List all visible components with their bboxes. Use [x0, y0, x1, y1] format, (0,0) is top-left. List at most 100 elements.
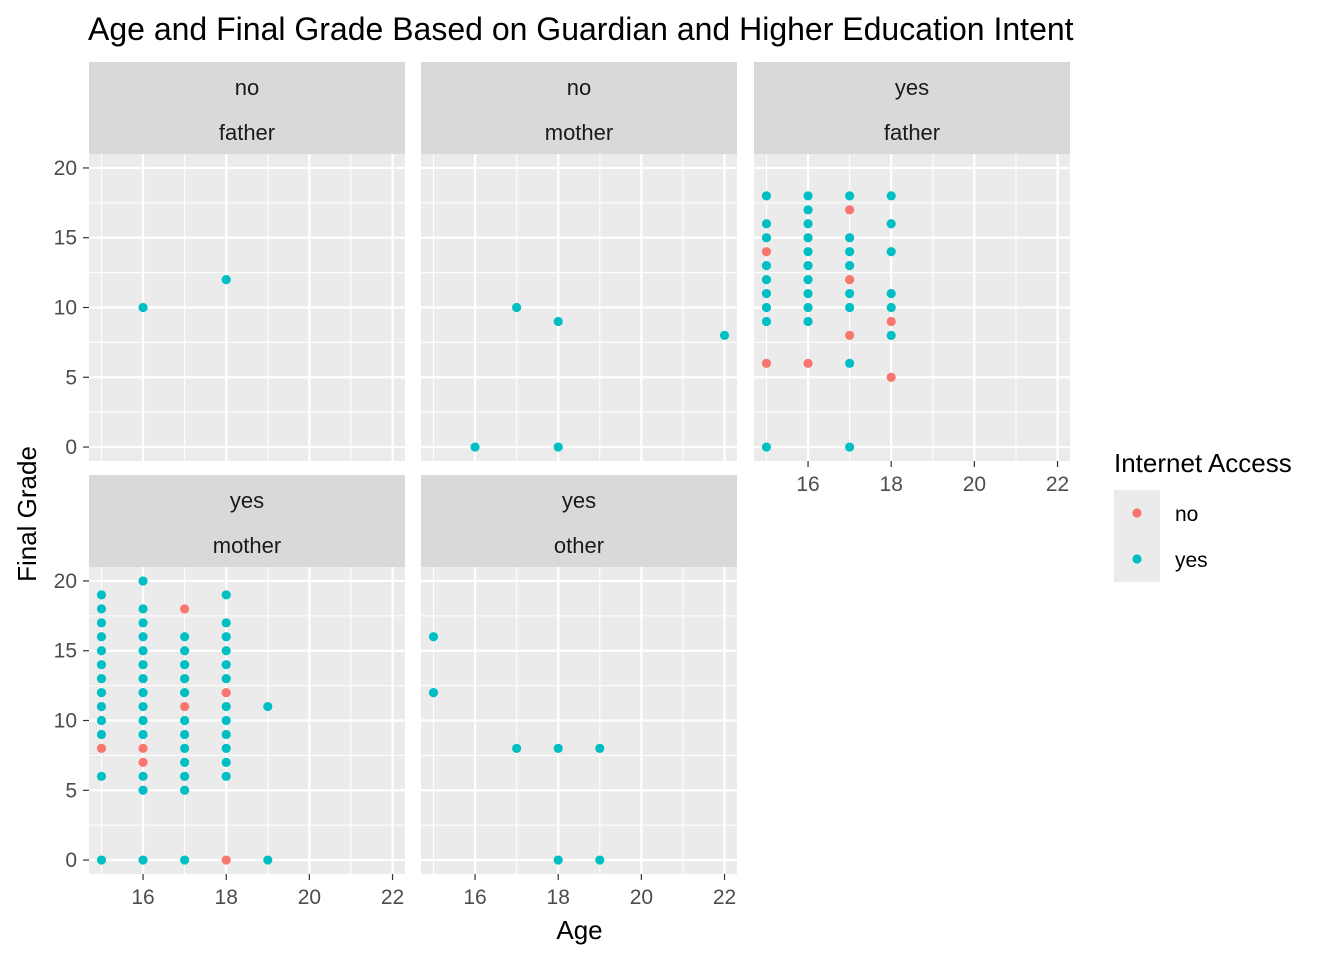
data-point — [803, 191, 813, 201]
data-point — [221, 590, 231, 600]
facet-strip-label: mother — [545, 120, 613, 145]
x-tick-label: 16 — [463, 886, 486, 909]
y-tick-label: 5 — [65, 366, 77, 389]
facet-strip — [754, 62, 1070, 154]
y-tick-label: 0 — [65, 436, 77, 459]
data-point — [761, 247, 772, 257]
data-point — [761, 274, 772, 285]
legend-label: no — [1175, 503, 1198, 526]
data-point — [221, 646, 231, 656]
facet-strip-label: other — [554, 533, 604, 558]
data-point — [138, 618, 148, 628]
data-point — [180, 743, 190, 754]
data-point — [138, 632, 148, 642]
chart-title: Age and Final Grade Based on Guardian an… — [88, 11, 1074, 47]
legend-title: Internet Access — [1114, 448, 1292, 478]
data-point — [96, 771, 107, 781]
data-point — [845, 302, 855, 313]
y-tick-label: 10 — [54, 297, 77, 320]
data-point — [803, 219, 813, 229]
data-point — [180, 715, 190, 726]
facet-strip-label: no — [567, 75, 591, 100]
data-point — [221, 743, 231, 754]
facet-strip-label: yes — [895, 75, 929, 100]
data-point — [96, 674, 107, 684]
data-point — [263, 701, 273, 712]
data-point — [180, 632, 190, 642]
data-point — [761, 316, 772, 327]
data-point — [761, 442, 772, 452]
data-point — [553, 316, 563, 327]
data-point — [886, 191, 896, 201]
data-point — [761, 261, 772, 271]
data-point — [803, 274, 813, 285]
data-point — [138, 855, 148, 865]
facet-strip-label: father — [219, 120, 275, 145]
data-point — [845, 247, 855, 257]
data-point — [512, 743, 522, 754]
data-point — [761, 233, 772, 243]
data-point — [553, 743, 563, 754]
facet-panel: yes mother — [89, 475, 405, 874]
x-tick-label: 18 — [880, 473, 903, 496]
data-point — [138, 660, 148, 670]
facet-strip — [421, 62, 737, 154]
x-tick-label: 18 — [215, 886, 238, 909]
data-point — [595, 743, 605, 754]
data-point — [138, 701, 148, 712]
x-tick-label: 22 — [1046, 473, 1069, 496]
data-point — [96, 632, 107, 642]
legend-label: yes — [1175, 549, 1208, 572]
data-point — [180, 757, 190, 767]
data-point — [428, 687, 439, 698]
data-point — [180, 785, 190, 795]
facet-strip — [421, 475, 737, 567]
data-point — [428, 632, 439, 642]
x-tick-label: 20 — [298, 886, 321, 909]
data-point — [512, 302, 522, 313]
data-point — [96, 743, 107, 754]
data-point — [96, 687, 107, 698]
x-tick-label: 20 — [630, 886, 653, 909]
data-point — [470, 442, 480, 452]
y-tick-label: 20 — [54, 157, 77, 180]
facet-strip — [89, 62, 405, 154]
data-point — [886, 330, 896, 341]
data-point — [138, 604, 148, 614]
data-point — [845, 288, 855, 299]
x-axis-title: Age — [556, 915, 602, 945]
facet-panel: yes father — [754, 62, 1070, 461]
data-point — [595, 855, 605, 865]
legend-key-point — [1132, 554, 1142, 564]
data-point — [761, 191, 772, 201]
y-tick-label: 5 — [65, 779, 77, 802]
y-tick-label: 15 — [54, 640, 77, 663]
data-point — [221, 757, 231, 767]
data-point — [761, 358, 772, 368]
data-point — [96, 660, 107, 670]
data-point — [221, 855, 231, 865]
data-point — [180, 687, 190, 698]
data-point — [845, 233, 855, 243]
y-tick-label: 0 — [65, 849, 77, 872]
y-axis-title: Final Grade — [12, 446, 42, 582]
x-tick-label: 16 — [131, 886, 154, 909]
data-point — [96, 729, 107, 740]
legend: Internet Access no yes — [1114, 448, 1292, 582]
data-point — [845, 330, 855, 341]
data-point — [138, 743, 148, 754]
data-point — [221, 715, 231, 726]
y-tick-label: 20 — [54, 570, 77, 593]
data-point — [138, 576, 148, 586]
data-point — [180, 604, 190, 614]
data-point — [761, 219, 772, 229]
facet-strip-label: yes — [230, 488, 264, 513]
facet-panel: no father — [89, 62, 405, 461]
data-point — [180, 674, 190, 684]
data-point — [180, 646, 190, 656]
data-point — [221, 660, 231, 670]
facet-panel: no mother — [421, 62, 737, 461]
data-point — [803, 288, 813, 299]
data-point — [761, 288, 772, 299]
